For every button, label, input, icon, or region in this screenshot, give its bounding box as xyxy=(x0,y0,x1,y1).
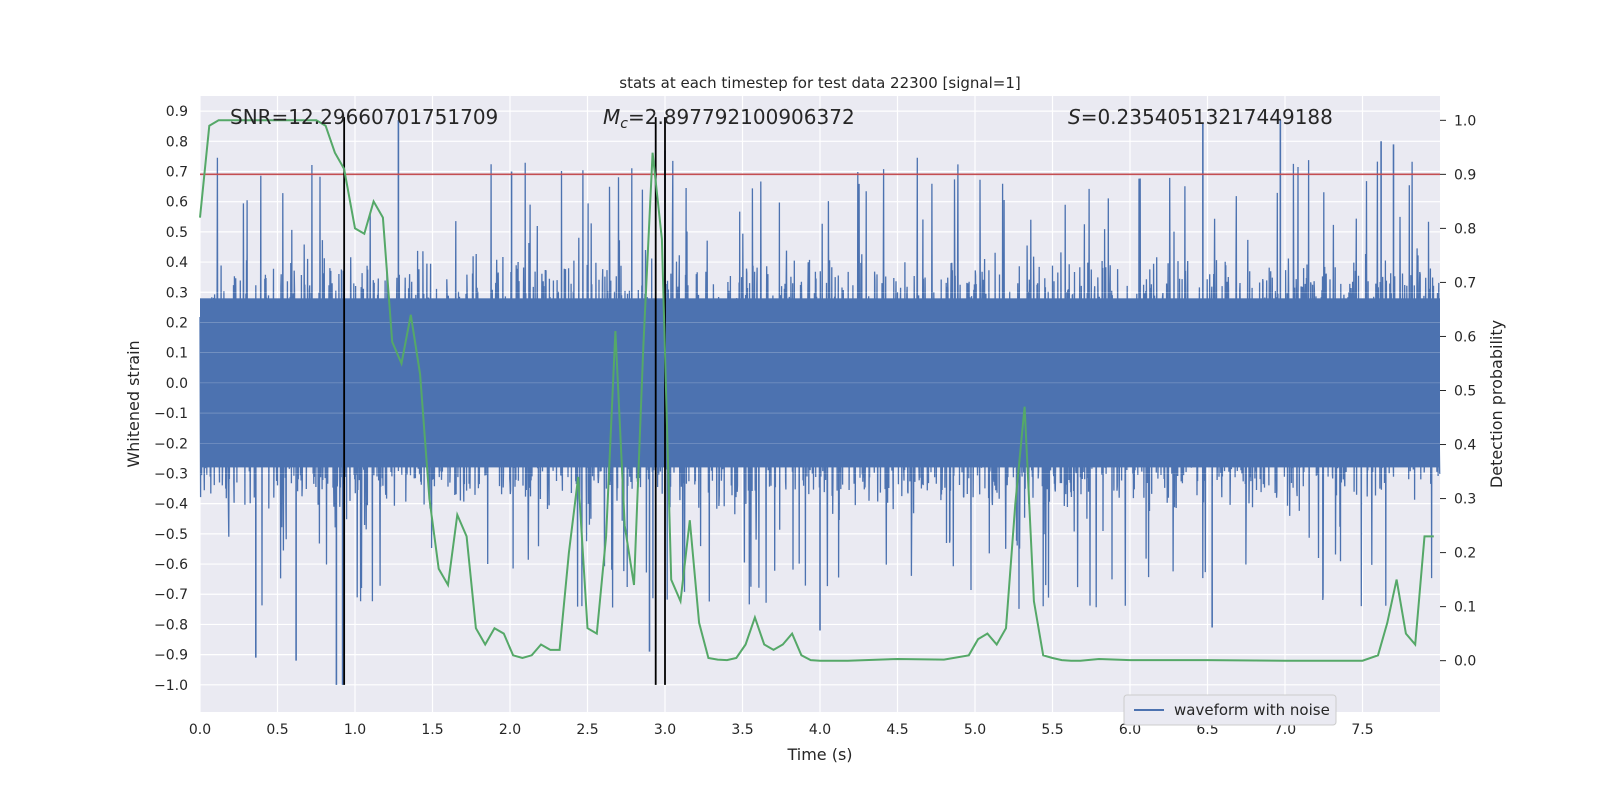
x-tick-label: 2.5 xyxy=(576,722,598,738)
y-left-tick-label: −0.4 xyxy=(154,497,188,513)
y-left-tick-label: 0.3 xyxy=(166,285,188,301)
y-left-tick-label: −0.5 xyxy=(154,527,188,543)
y-left-tick-label: −0.2 xyxy=(154,436,188,452)
y-left-tick-label: 0.1 xyxy=(166,346,188,362)
score-symbol: S xyxy=(1068,105,1081,129)
probability-line xyxy=(199,119,1434,662)
score-value: =0.23540513217449188 xyxy=(1081,105,1333,129)
x-tick-label: 2.0 xyxy=(499,722,521,738)
y-left-tick-label: 0.0 xyxy=(166,376,188,392)
y-left-axis-ticks: 0.9 0.8 0.7 0.6 0.5 0.4 0.3 0.2 0.1 0.0 −0.1 −0.2 −0… xyxy=(154,104,188,694)
chirp-mass-annotation: Mc=2.897792100906372 xyxy=(603,105,855,132)
x-axis-label: Time (s) xyxy=(786,745,852,764)
x-axis-ticks: 0.0 0.5 1.0 1.5 2.0 2.5 3.0 3.5 4.0 4.5 5.0 5.5 6.0 6… xyxy=(189,722,1374,738)
y-left-axis-label: Whitened strain xyxy=(124,340,143,467)
legend-box xyxy=(1123,694,1337,726)
y-right-tick-label: 0.9 xyxy=(1454,167,1476,183)
x-tick-label: 1.0 xyxy=(344,722,366,738)
x-tick-label: 1.5 xyxy=(421,722,443,738)
y-right-tick-label: 1.0 xyxy=(1454,113,1476,129)
y-left-tick-label: 0.8 xyxy=(166,134,188,150)
y-left-tick-label: −0.6 xyxy=(154,557,188,573)
y-right-axis-label: Detection probability xyxy=(1487,320,1506,488)
x-tick-label: 7.0 xyxy=(1274,722,1296,738)
y-left-tick-label: 0.6 xyxy=(166,195,188,211)
y-right-tick-label: 0.1 xyxy=(1454,600,1476,616)
y-right-tick-label: 0.3 xyxy=(1454,492,1476,508)
x-tick-label: 4.5 xyxy=(886,722,908,738)
y-right-tick-label: 0.2 xyxy=(1454,546,1476,562)
y-right-tick-label: 0.0 xyxy=(1454,654,1476,670)
y-right-tick-label: 0.4 xyxy=(1454,438,1476,454)
x-tick-label: 3.0 xyxy=(654,722,676,738)
snr-annotation: SNR=12.29660701751709 xyxy=(230,105,498,129)
vertical-markers xyxy=(343,117,666,685)
y-right-tick-label: 0.8 xyxy=(1454,221,1476,237)
chart-title: stats at each timestep for test data 223… xyxy=(619,74,1020,92)
x-tick-label: 3.5 xyxy=(731,722,753,738)
x-tick-label: 6.0 xyxy=(1119,722,1141,738)
y-left-tick-label: −1.0 xyxy=(154,678,188,694)
y-right-tick-label: 0.6 xyxy=(1454,329,1476,345)
chirp-mass-subscript: c xyxy=(620,116,628,132)
y-left-tick-label: 0.7 xyxy=(166,164,188,180)
probability-series xyxy=(199,119,1434,662)
waveform-series xyxy=(199,120,1441,685)
y-right-tick-label: 0.7 xyxy=(1454,275,1476,291)
legend: waveform with noise xyxy=(1123,694,1337,726)
y-right-axis-ticks: 1.0 0.9 0.8 0.7 0.6 0.5 0.4 0.3 0.2 0.1 0.0 xyxy=(1440,113,1476,670)
x-tick-label: 5.0 xyxy=(964,722,986,738)
chirp-mass-symbol: M xyxy=(603,105,620,129)
x-tick-label: 5.5 xyxy=(1041,722,1063,738)
x-tick-label: 4.0 xyxy=(809,722,831,738)
y-right-tick-label: 0.5 xyxy=(1454,383,1476,399)
x-tick-label: 7.5 xyxy=(1351,722,1373,738)
y-left-tick-label: −0.7 xyxy=(154,587,188,603)
score-annotation: S=0.23540513217449188 xyxy=(1068,105,1333,129)
y-left-tick-label: 0.5 xyxy=(166,225,188,241)
y-left-tick-label: −0.9 xyxy=(154,648,188,664)
chirp-mass-value: =2.897792100906372 xyxy=(628,105,855,129)
x-tick-label: 6.5 xyxy=(1196,722,1218,738)
y-left-tick-label: −0.8 xyxy=(154,617,188,633)
x-tick-label: 0.5 xyxy=(266,722,288,738)
y-left-tick-label: 0.4 xyxy=(166,255,188,271)
y-left-tick-label: −0.1 xyxy=(154,406,188,422)
legend-label-waveform: waveform with noise xyxy=(1174,701,1330,719)
x-tick-label: 0.0 xyxy=(189,722,211,738)
y-left-tick-label: 0.9 xyxy=(166,104,188,120)
y-left-tick-label: 0.2 xyxy=(166,315,188,331)
y-left-tick-label: −0.3 xyxy=(154,466,188,482)
